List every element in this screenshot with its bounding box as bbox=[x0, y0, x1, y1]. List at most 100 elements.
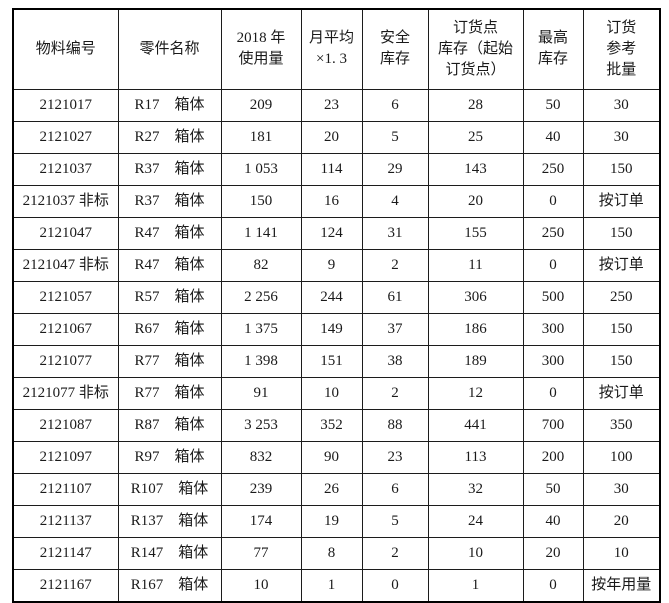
cell-r4-c5: 155 bbox=[427, 216, 524, 250]
cell-r5-c6: 0 bbox=[522, 248, 584, 282]
cell-r6-c1: R57 箱体 bbox=[117, 280, 222, 314]
cell-r14-c2: 77 bbox=[220, 536, 302, 570]
cell-r2-c4: 29 bbox=[361, 152, 429, 186]
column-header-5: 订货点 库存（起始 订货点） bbox=[427, 8, 524, 90]
cell-r15-c0: 2121167 bbox=[12, 568, 119, 602]
cell-r2-c3: 114 bbox=[300, 152, 363, 186]
cell-r0-c6: 50 bbox=[522, 88, 584, 122]
cell-r5-c0: 2121047 非标 bbox=[12, 248, 119, 282]
cell-r14-c5: 10 bbox=[427, 536, 524, 570]
column-header-4: 安全 库存 bbox=[361, 8, 429, 90]
cell-r10-c2: 3 253 bbox=[220, 408, 302, 442]
cell-r14-c3: 8 bbox=[300, 536, 363, 570]
table-row: 2121107 R107 箱体 239 26 6 32 50 30 bbox=[12, 472, 661, 506]
cell-r11-c1: R97 箱体 bbox=[117, 440, 222, 474]
cell-r10-c1: R87 箱体 bbox=[117, 408, 222, 442]
cell-r5-c3: 9 bbox=[300, 248, 363, 282]
cell-r15-c4: 0 bbox=[361, 568, 429, 602]
table-row: 2121087 R87 箱体 3 253 352 88 441 700 350 bbox=[12, 408, 661, 442]
cell-r2-c0: 2121037 bbox=[12, 152, 119, 186]
cell-r7-c4: 37 bbox=[361, 312, 429, 346]
cell-r1-c1: R27 箱体 bbox=[117, 120, 222, 154]
cell-r0-c3: 23 bbox=[300, 88, 363, 122]
cell-r14-c0: 2121147 bbox=[12, 536, 119, 570]
column-header-7: 订货 参考 批量 bbox=[582, 8, 661, 90]
cell-r12-c2: 239 bbox=[220, 472, 302, 506]
inventory-table: 物料编号 零件名称 2018 年使用量 月平均 ×1. 3 安全 库存 订货点 库存（起始 订货点… bbox=[12, 8, 661, 603]
cell-r2-c2: 1 053 bbox=[220, 152, 302, 186]
column-header-line: 库存 bbox=[537, 51, 568, 68]
cell-r13-c2: 174 bbox=[220, 504, 302, 538]
cell-r8-c0: 2121077 bbox=[12, 344, 119, 378]
cell-r0-c1: R17 箱体 bbox=[117, 88, 222, 122]
cell-r7-c5: 186 bbox=[427, 312, 524, 346]
cell-r7-c7: 150 bbox=[582, 312, 661, 346]
cell-r5-c1: R47 箱体 bbox=[117, 248, 222, 282]
column-header-line: 安全 bbox=[379, 30, 410, 47]
table-row: 2121147 R147 箱体 77 8 2 10 20 10 bbox=[12, 536, 661, 570]
table-row: 2121027 R27 箱体 181 20 5 25 40 30 bbox=[12, 120, 661, 154]
cell-r9-c5: 12 bbox=[427, 376, 524, 410]
cell-r15-c5: 1 bbox=[427, 568, 524, 602]
cell-r4-c6: 250 bbox=[522, 216, 584, 250]
column-header-line: 使用量 bbox=[238, 51, 284, 68]
cell-r4-c3: 124 bbox=[300, 216, 363, 250]
table-row: 2121137 R137 箱体 174 19 5 24 40 20 bbox=[12, 504, 661, 538]
cell-r11-c5: 113 bbox=[427, 440, 524, 474]
column-header-3: 月平均 ×1. 3 bbox=[300, 8, 363, 90]
cell-r9-c7: 按订单 bbox=[582, 376, 661, 410]
cell-r1-c2: 181 bbox=[220, 120, 302, 154]
cell-r1-c4: 5 bbox=[361, 120, 429, 154]
cell-r9-c0: 2121077 非标 bbox=[12, 376, 119, 410]
cell-r13-c1: R137 箱体 bbox=[117, 504, 222, 538]
cell-r6-c7: 250 bbox=[582, 280, 661, 314]
column-header-line: 库存 bbox=[379, 51, 410, 68]
cell-r15-c3: 1 bbox=[300, 568, 363, 602]
cell-r2-c6: 250 bbox=[522, 152, 584, 186]
cell-r3-c0: 2121037 非标 bbox=[12, 184, 119, 218]
cell-r10-c0: 2121087 bbox=[12, 408, 119, 442]
cell-r11-c4: 23 bbox=[361, 440, 429, 474]
column-header-line: 订货点） bbox=[445, 61, 506, 78]
cell-r13-c0: 2121137 bbox=[12, 504, 119, 538]
table-row: 2121077 R77 箱体 1 398 151 38 189 300 150 bbox=[12, 344, 661, 378]
cell-r4-c0: 2121047 bbox=[12, 216, 119, 250]
column-header-line: 订货 bbox=[606, 19, 637, 36]
cell-r0-c0: 2121017 bbox=[12, 88, 119, 122]
cell-r8-c3: 151 bbox=[300, 344, 363, 378]
cell-r2-c7: 150 bbox=[582, 152, 661, 186]
cell-r6-c2: 2 256 bbox=[220, 280, 302, 314]
table-row: 2121047 R47 箱体 1 141 124 31 155 250 150 bbox=[12, 216, 661, 250]
column-header-line: 2018 年 bbox=[236, 30, 286, 47]
table-row: 2121017 R17 箱体 209 23 6 28 50 30 bbox=[12, 88, 661, 122]
column-header-line: 参考 bbox=[606, 40, 637, 57]
cell-r9-c4: 2 bbox=[361, 376, 429, 410]
table-row: 2121097 R97 箱体 832 90 23 113 200 100 bbox=[12, 440, 661, 474]
cell-r3-c1: R37 箱体 bbox=[117, 184, 222, 218]
cell-r14-c1: R147 箱体 bbox=[117, 536, 222, 570]
cell-r12-c1: R107 箱体 bbox=[117, 472, 222, 506]
cell-r3-c4: 4 bbox=[361, 184, 429, 218]
table-row: 2121057 R57 箱体 2 256 244 61 306 500 250 bbox=[12, 280, 661, 314]
table-row: 2121167 R167 箱体 10 1 0 1 0 按年用量 bbox=[12, 568, 661, 602]
cell-r15-c2: 10 bbox=[220, 568, 302, 602]
cell-r4-c1: R47 箱体 bbox=[117, 216, 222, 250]
column-header-line: 月平均 bbox=[308, 30, 354, 47]
cell-r6-c5: 306 bbox=[427, 280, 524, 314]
cell-r8-c7: 150 bbox=[582, 344, 661, 378]
cell-r7-c1: R67 箱体 bbox=[117, 312, 222, 346]
cell-r8-c4: 38 bbox=[361, 344, 429, 378]
cell-r12-c3: 26 bbox=[300, 472, 363, 506]
cell-r10-c6: 700 bbox=[522, 408, 584, 442]
cell-r0-c4: 6 bbox=[361, 88, 429, 122]
cell-r8-c2: 1 398 bbox=[220, 344, 302, 378]
cell-r4-c7: 150 bbox=[582, 216, 661, 250]
cell-r15-c1: R167 箱体 bbox=[117, 568, 222, 602]
cell-r3-c2: 150 bbox=[220, 184, 302, 218]
cell-r11-c6: 200 bbox=[522, 440, 584, 474]
cell-r3-c5: 20 bbox=[427, 184, 524, 218]
column-header-1: 零件名称 bbox=[117, 8, 222, 90]
header-row: 物料编号 零件名称 2018 年使用量 月平均 ×1. 3 安全 库存 订货点 库存（起始 订货点… bbox=[12, 8, 661, 90]
cell-r8-c5: 189 bbox=[427, 344, 524, 378]
cell-r15-c7: 按年用量 bbox=[582, 568, 661, 602]
